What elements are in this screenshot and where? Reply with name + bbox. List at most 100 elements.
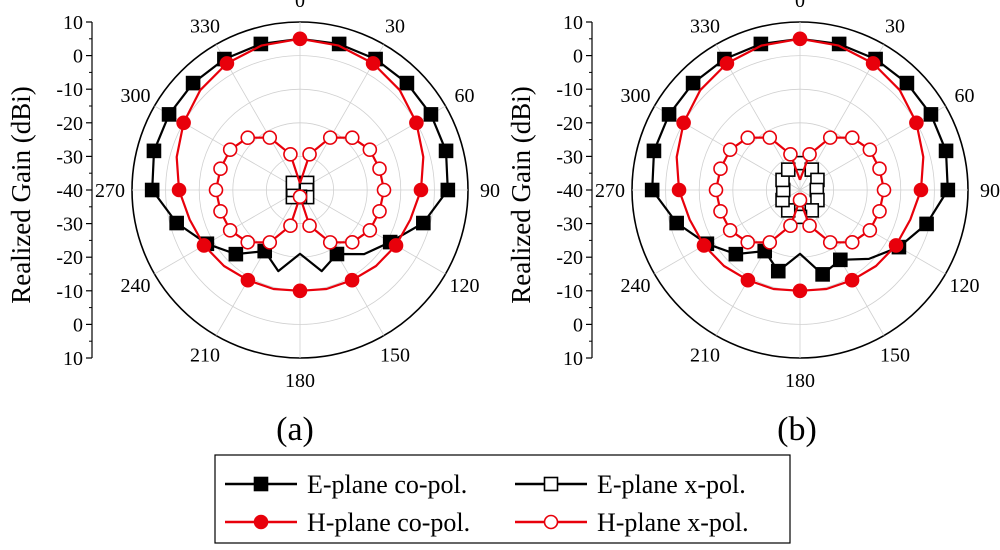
data-point-marker xyxy=(292,31,308,47)
data-point-marker xyxy=(708,182,724,198)
series-h-plane-co-pol xyxy=(171,31,429,299)
data-point-marker xyxy=(740,272,756,288)
data-point-marker xyxy=(909,115,924,131)
data-point-marker xyxy=(671,182,687,198)
polar-grid-spoke xyxy=(215,189,301,336)
data-point-marker xyxy=(865,56,881,71)
series-h-plane-co-pol xyxy=(671,31,929,299)
angle-tick-label: 270 xyxy=(595,180,625,202)
data-point-marker xyxy=(262,235,278,250)
data-point-marker xyxy=(302,218,317,234)
radial-tick-label: -20 xyxy=(556,113,583,135)
data-point-marker xyxy=(919,216,934,232)
data-point-marker xyxy=(940,182,956,198)
data-point-marker xyxy=(685,75,701,91)
data-point-marker xyxy=(780,162,796,177)
data-point-marker xyxy=(222,142,238,157)
data-point-marker xyxy=(144,182,160,198)
data-point-marker xyxy=(844,130,860,146)
data-point-marker xyxy=(762,235,778,250)
legend-label: E-plane co-pol. xyxy=(307,470,467,499)
radial-tick-label: -10 xyxy=(56,281,83,303)
data-point-marker xyxy=(923,107,939,122)
radial-tick-label: -20 xyxy=(556,247,583,269)
data-point-marker xyxy=(302,146,317,162)
data-point-marker xyxy=(362,142,378,157)
legend-box xyxy=(214,454,791,544)
angle-tick-label: 270 xyxy=(95,180,125,202)
data-point-marker xyxy=(219,56,235,71)
data-point-marker xyxy=(372,204,387,219)
data-point-marker xyxy=(362,223,378,238)
y-axis-label: Realized Gain (dBi) xyxy=(506,86,536,303)
angle-tick-label: 240 xyxy=(620,275,650,297)
data-point-marker xyxy=(770,263,786,279)
data-point-marker xyxy=(344,272,360,288)
data-point-marker xyxy=(644,182,660,198)
angle-tick-label: 300 xyxy=(620,85,650,107)
polar-panel-b: 0 30 60 90 120 150 180 210 240 270 300 330 10 0 -10 -20… xyxy=(506,0,1000,448)
data-point-marker xyxy=(669,215,684,231)
data-point-marker xyxy=(413,182,429,198)
data-point-marker xyxy=(423,107,439,122)
data-point-marker xyxy=(344,234,360,250)
polar-panel-a: 0 30 60 90 120 150 180 210 240 270 300 330 10 0 -10 -20… xyxy=(6,0,500,448)
radial-tick-label: 0 xyxy=(73,46,83,68)
data-point-marker xyxy=(899,75,915,91)
radial-tick-label: -30 xyxy=(556,214,583,236)
data-point-marker xyxy=(862,142,878,157)
radial-tick-label: -10 xyxy=(556,79,583,101)
legend-item: E-plane co-pol. xyxy=(225,470,467,499)
data-point-marker xyxy=(440,182,456,198)
data-point-marker xyxy=(792,192,808,208)
angle-tick-label: 150 xyxy=(380,345,410,367)
radial-tick-label: -30 xyxy=(56,214,83,236)
radial-tick-label: -40 xyxy=(556,180,583,202)
legend-marker xyxy=(543,476,559,492)
data-point-marker xyxy=(196,238,212,253)
data-point-marker xyxy=(176,115,191,131)
data-point-marker xyxy=(292,283,308,299)
angle-tick-label: 300 xyxy=(120,85,150,107)
legend-label: H-plane x-pol. xyxy=(597,508,749,537)
data-point-marker xyxy=(722,223,738,238)
data-point-marker xyxy=(365,56,381,71)
data-point-marker xyxy=(661,107,677,122)
panel-label: (b) xyxy=(777,411,817,448)
data-point-marker xyxy=(292,189,308,205)
data-point-marker xyxy=(844,234,860,250)
data-point-marker xyxy=(696,238,712,253)
angle-tick-label: 330 xyxy=(690,15,720,37)
data-point-marker xyxy=(676,115,691,131)
data-point-marker xyxy=(399,75,415,91)
radial-tick-label: -30 xyxy=(556,146,583,168)
data-point-marker xyxy=(240,272,256,288)
radial-tick-label: -10 xyxy=(556,281,583,303)
data-point-marker xyxy=(802,146,817,162)
legend-marker xyxy=(253,476,269,492)
data-point-marker xyxy=(822,130,838,145)
data-point-marker xyxy=(783,146,798,162)
data-point-marker xyxy=(802,218,817,234)
data-point-marker xyxy=(240,234,256,250)
radial-tick-label: 0 xyxy=(573,314,583,336)
angle-tick-label: 180 xyxy=(285,370,315,392)
angle-tick-label: 180 xyxy=(785,370,815,392)
radial-tick-label: -20 xyxy=(56,113,83,135)
series-e-plane-co-pol xyxy=(144,36,456,273)
data-point-marker xyxy=(322,235,338,250)
data-point-marker xyxy=(728,246,744,262)
data-point-marker xyxy=(329,246,345,262)
data-point-marker xyxy=(228,246,244,262)
data-point-marker xyxy=(792,31,808,47)
data-point-marker xyxy=(344,130,360,146)
data-point-marker xyxy=(740,130,756,146)
radial-tick-label: 10 xyxy=(563,12,583,34)
angle-tick-label: 0 xyxy=(795,0,805,12)
radial-tick-label: -20 xyxy=(56,247,83,269)
data-point-marker xyxy=(783,218,798,234)
data-point-marker xyxy=(213,204,228,219)
data-point-marker xyxy=(872,204,887,219)
data-point-marker xyxy=(438,143,454,159)
radial-tick-label: 10 xyxy=(63,348,83,370)
